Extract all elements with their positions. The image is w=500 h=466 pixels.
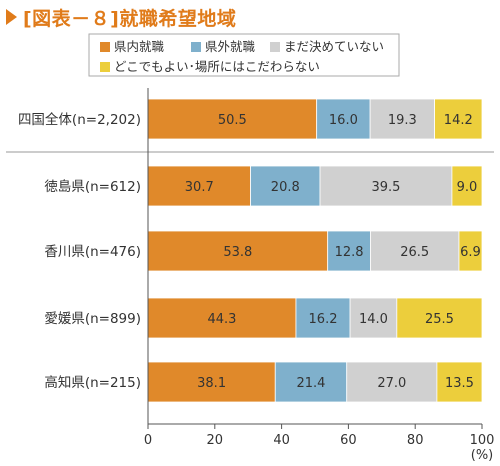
category-label-1: 徳島県(n=612) [44,179,141,195]
bar-value-label-0-2: 19.3 [388,113,417,128]
x-tick-label-1: 20 [207,433,224,448]
bar-segment-0-0 [147,98,318,140]
x-tick-label-2: 40 [273,433,290,448]
bar-segment-2-1 [327,230,371,272]
bar-value-label-3-3: 25.5 [425,312,454,327]
bar-segment-2-3 [458,230,483,272]
x-tick-label-3: 60 [340,433,357,448]
bar-value-label-1-1: 20.8 [271,180,300,195]
bar-segment-1-2 [319,165,453,207]
bar-value-label-1-0: 30.7 [185,180,214,195]
bar-segment-0-2 [369,98,435,140]
category-label-2: 香川県(n=476) [44,244,141,260]
bar-segment-1-0 [147,165,251,207]
x-tick-label-4: 80 [407,433,424,448]
bar-segment-2-0 [147,230,329,272]
bar-segment-0-1 [316,98,371,140]
bar-value-label-3-1: 16.2 [309,312,338,327]
bar-segment-4-3 [436,361,483,403]
bar-segment-0-3 [434,98,483,140]
legend-swatch-1 [191,42,201,52]
category-label-4: 高知県(n=215) [44,374,141,391]
bar-segment-3-3 [396,297,483,339]
legend-swatch-3 [100,62,110,72]
bar-value-label-2-0: 53.8 [223,245,252,260]
legend-swatch-2 [270,42,280,52]
bar-value-label-3-0: 44.3 [208,312,237,327]
category-label-0: 四国全体(n=2,202) [18,111,141,128]
x-axis-unit: (%) [471,448,494,463]
bar-value-label-4-3: 13.5 [445,376,474,391]
bar-value-label-4-1: 21.4 [297,376,326,391]
bar-value-label-0-1: 16.0 [329,113,358,128]
bar-value-label-0-3: 14.2 [444,113,473,128]
bar-value-label-2-2: 26.5 [400,245,429,260]
bar-value-label-2-1: 12.8 [335,245,364,260]
bar-value-label-2-3: 6.9 [460,245,481,260]
legend-label-3: どこでもよい･場所にはこだわらない [114,59,320,74]
x-tick-label-0: 0 [144,433,152,448]
bar-segment-4-1 [274,361,348,403]
bar-value-label-4-2: 27.0 [377,376,406,391]
title-triangle-icon [6,9,17,25]
legend-label-2: まだ決めていない [284,39,384,54]
chart-title-row: [図表－８]就職希望地域 [6,4,236,30]
bar-value-label-0-0: 50.5 [218,113,247,128]
bar-value-label-4-0: 38.1 [197,376,226,391]
bar-value-label-3-2: 14.0 [359,312,388,327]
bar-value-label-1-2: 39.5 [371,180,400,195]
bar-segment-4-0 [147,361,276,403]
legend-box [88,33,400,77]
bar-segment-1-1 [250,165,321,207]
bar-segment-2-2 [370,230,460,272]
bar-value-label-1-3: 9.0 [457,180,478,195]
legend-label-1: 県外就職 [205,39,256,54]
legend-label-0: 県内就職 [114,39,165,54]
bar-segment-1-3 [451,165,483,207]
category-label-3: 愛媛県(n=899) [44,311,141,327]
x-tick-label-5: 100 [470,433,495,448]
chart-title: [図表－８]就職希望地域 [23,7,237,30]
bar-segment-3-1 [295,297,351,339]
bar-segment-3-0 [147,297,297,339]
legend-swatch-0 [100,42,110,52]
